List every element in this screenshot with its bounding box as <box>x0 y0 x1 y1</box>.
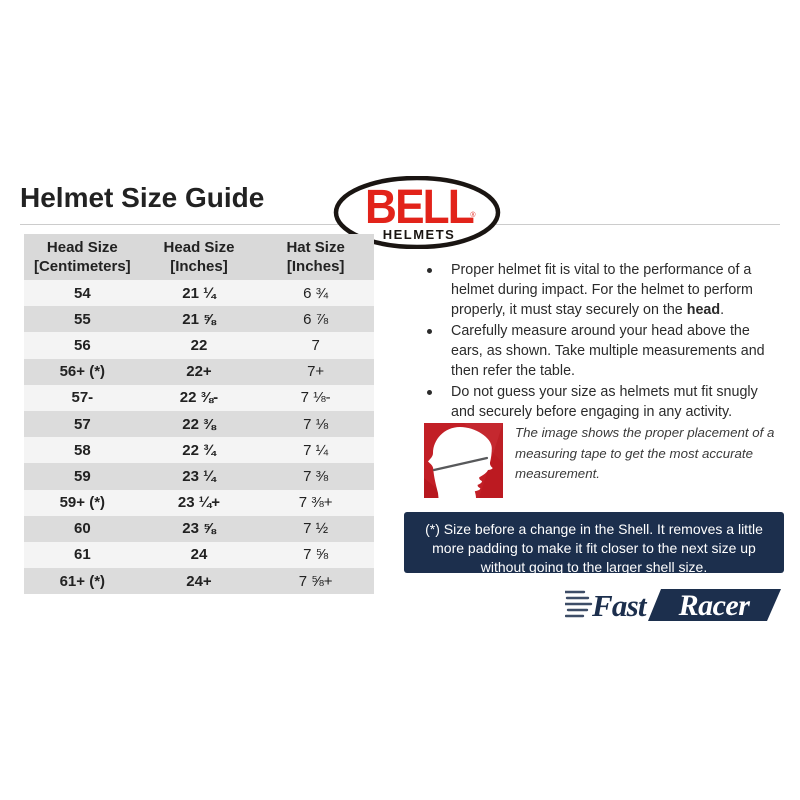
svg-text:®: ® <box>470 211 476 219</box>
svg-text:BELL: BELL <box>365 179 474 233</box>
svg-text:Racer: Racer <box>678 589 751 622</box>
svg-text:HELMETS: HELMETS <box>383 227 456 242</box>
svg-text:Fast: Fast <box>591 588 648 622</box>
